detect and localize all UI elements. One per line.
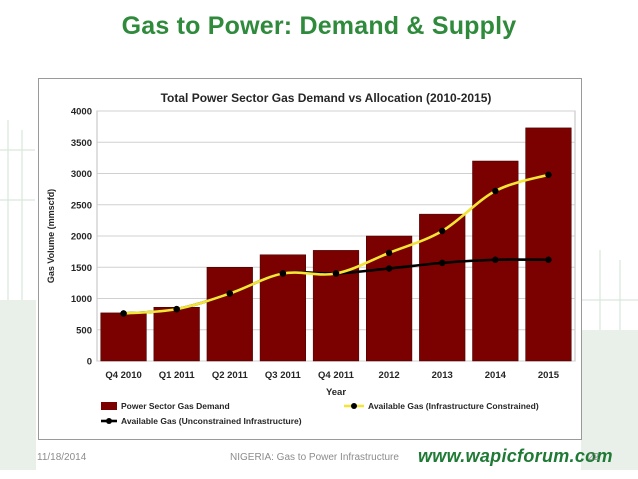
constrained-gas-point <box>385 249 393 257</box>
x-axis-label: Year <box>326 387 346 398</box>
y-tick-label: 1000 <box>71 294 92 305</box>
constrained-gas-point <box>332 270 340 277</box>
y-axis-label: Gas Volume (mmscfd) <box>46 189 56 283</box>
y-tick-label: 1500 <box>71 263 92 274</box>
constrained-gas-point <box>492 187 499 195</box>
constrained-gas-point <box>226 290 233 297</box>
legend-label-unconstrained: Available Gas (Unconstrained Infrastruct… <box>121 416 302 426</box>
y-tick-label: 4000 <box>71 107 92 118</box>
footer-date: 11/18/2014 <box>37 452 87 463</box>
x-tick-label: Q4 2010 <box>105 370 141 381</box>
legend-marker-unconstrained <box>106 418 112 424</box>
unconstrained-gas-point <box>385 265 393 272</box>
demand-bar <box>206 267 253 362</box>
chart-svg: Total Power Sector Gas Demand vs Allocat… <box>46 91 576 426</box>
y-tick-label: 2000 <box>71 232 92 243</box>
legend-label-demand: Power Sector Gas Demand <box>121 401 230 411</box>
constrained-gas-point <box>120 310 127 317</box>
unconstrained-gas-point <box>439 259 446 267</box>
y-tick-label: 3500 <box>71 138 92 149</box>
x-tick-label: 2012 <box>379 370 400 381</box>
y-tick-label: 0 <box>87 357 92 368</box>
legend-swatch-demand <box>101 402 117 410</box>
x-tick-label: 2013 <box>432 370 453 381</box>
x-tick-label: 2014 <box>485 370 507 381</box>
x-tick-label: Q3 2011 <box>265 370 302 381</box>
page-number: 22 <box>588 452 600 463</box>
legend-label-constrained: Available Gas (Infrastructure Constraine… <box>368 401 539 411</box>
chart-frame: Total Power Sector Gas Demand vs Allocat… <box>38 78 582 440</box>
constrained-gas-point <box>439 227 446 235</box>
demand-bar <box>525 127 572 362</box>
unconstrained-gas-point <box>545 256 552 263</box>
demand-bar <box>100 312 147 362</box>
footer-website: www.wapicforum.com <box>418 446 613 466</box>
chart-title: Total Power Sector Gas Demand vs Allocat… <box>161 91 492 105</box>
x-tick-label: Q4 2011 <box>318 370 355 381</box>
slide-title: Gas to Power: Demand & Supply <box>121 12 517 40</box>
unconstrained-gas-point <box>492 256 499 263</box>
constrained-gas-point <box>173 305 180 313</box>
constrained-gas-point <box>545 171 552 178</box>
x-tick-label: Q1 2011 <box>159 370 196 381</box>
x-tick-label: Q2 2011 <box>212 370 249 381</box>
y-tick-label: 3000 <box>71 169 92 180</box>
demand-bar <box>366 235 413 362</box>
demand-bar <box>312 250 360 362</box>
demand-bar <box>153 307 200 362</box>
footer-title: NIGERIA: Gas to Power Infrastructure <box>230 452 399 463</box>
constrained-gas-point <box>279 270 287 277</box>
demand-bar <box>419 213 466 362</box>
y-tick-label: 2500 <box>71 200 92 211</box>
y-tick-label: 500 <box>76 325 92 336</box>
x-tick-label: 2015 <box>538 370 560 381</box>
legend-marker-constrained <box>351 403 357 409</box>
